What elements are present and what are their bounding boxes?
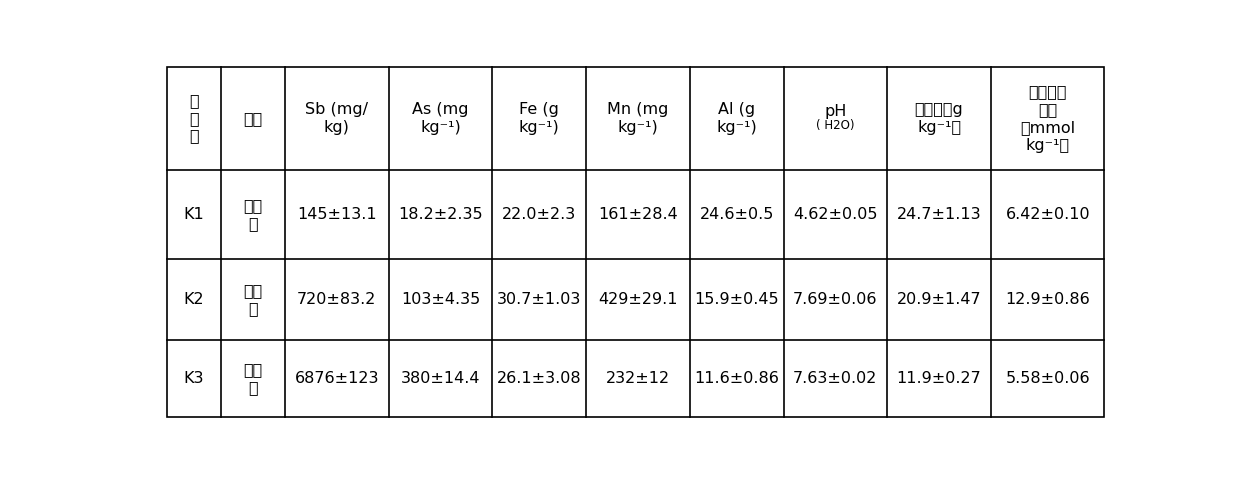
Text: Mn (mg
kg⁻¹): Mn (mg kg⁻¹) xyxy=(608,102,668,135)
Text: K1: K1 xyxy=(184,207,205,222)
Text: 18.2±2.35: 18.2±2.35 xyxy=(398,207,482,222)
Text: 720±83.2: 720±83.2 xyxy=(298,292,377,307)
Text: 380±14.4: 380±14.4 xyxy=(401,371,480,386)
Text: 161±28.4: 161±28.4 xyxy=(598,207,678,222)
Text: 试
验
组: 试 验 组 xyxy=(188,93,198,143)
Text: 24.7±1.13: 24.7±1.13 xyxy=(897,207,981,222)
Text: Fe (g
kg⁻¹): Fe (g kg⁻¹) xyxy=(518,102,559,135)
Text: 429±29.1: 429±29.1 xyxy=(598,292,678,307)
Text: 6.42±0.10: 6.42±0.10 xyxy=(1006,207,1090,222)
Text: 232±12: 232±12 xyxy=(606,371,670,386)
Text: 有机碳（g
kg⁻¹）: 有机碳（g kg⁻¹） xyxy=(915,102,963,135)
Text: 103±4.35: 103±4.35 xyxy=(401,292,480,307)
Text: As (mg
kg⁻¹): As (mg kg⁻¹) xyxy=(412,102,469,135)
Text: 22.0±2.3: 22.0±2.3 xyxy=(502,207,577,222)
Text: 24.6±0.5: 24.6±0.5 xyxy=(699,207,774,222)
Text: 15.9±0.45: 15.9±0.45 xyxy=(694,292,779,307)
Text: 145±13.1: 145±13.1 xyxy=(298,207,377,222)
Text: 6876±123: 6876±123 xyxy=(295,371,379,386)
Text: 26.1±3.08: 26.1±3.08 xyxy=(497,371,582,386)
Text: 7.63±0.02: 7.63±0.02 xyxy=(794,371,878,386)
Text: 11.6±0.86: 11.6±0.86 xyxy=(694,371,779,386)
Text: 20.9±1.47: 20.9±1.47 xyxy=(897,292,981,307)
Text: pH: pH xyxy=(825,104,847,119)
Text: 高污
染: 高污 染 xyxy=(243,362,263,395)
Text: 阳离子交
换量
（mmol
kg⁻¹）: 阳离子交 换量 （mmol kg⁻¹） xyxy=(1021,84,1075,153)
Text: 30.7±1.03: 30.7±1.03 xyxy=(497,292,582,307)
Text: Al (g
kg⁻¹): Al (g kg⁻¹) xyxy=(717,102,758,135)
Text: 12.9±0.86: 12.9±0.86 xyxy=(1006,292,1090,307)
Text: 11.9±0.27: 11.9±0.27 xyxy=(897,371,982,386)
Text: 类别: 类别 xyxy=(243,111,263,126)
Text: ( H2O): ( H2O) xyxy=(816,118,854,132)
Text: K2: K2 xyxy=(184,292,205,307)
Text: Sb (mg/
kg): Sb (mg/ kg) xyxy=(305,102,368,135)
Text: 中污
染: 中污 染 xyxy=(243,284,263,316)
Text: 7.69±0.06: 7.69±0.06 xyxy=(794,292,878,307)
Text: 5.58±0.06: 5.58±0.06 xyxy=(1006,371,1090,386)
Text: K3: K3 xyxy=(184,371,203,386)
Text: 低污
染: 低污 染 xyxy=(243,198,263,231)
Text: 4.62±0.05: 4.62±0.05 xyxy=(794,207,878,222)
